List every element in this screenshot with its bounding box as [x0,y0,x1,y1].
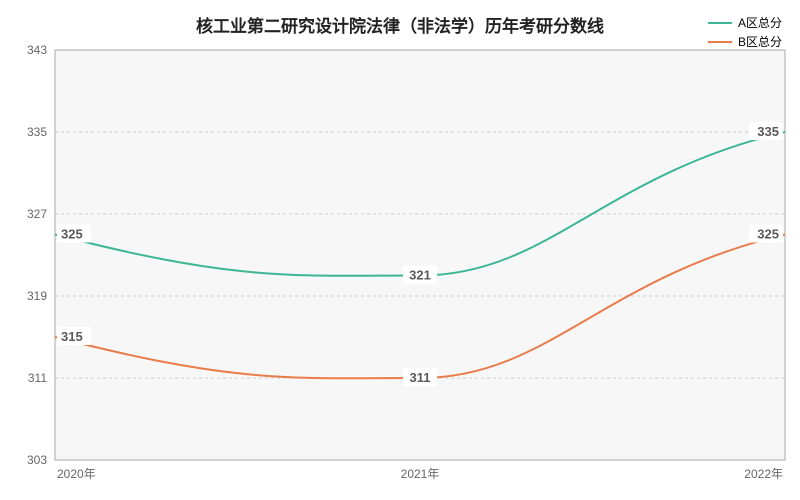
svg-text:311: 311 [28,371,47,385]
svg-text:311: 311 [410,370,431,385]
svg-text:2022年: 2022年 [744,467,783,481]
svg-text:325: 325 [757,227,779,242]
svg-text:2021年: 2021年 [401,467,440,481]
svg-text:319: 319 [27,289,47,303]
svg-text:303: 303 [27,453,47,467]
svg-text:315: 315 [61,329,83,344]
svg-text:2020年: 2020年 [57,467,96,481]
svg-text:325: 325 [61,227,83,242]
svg-text:335: 335 [27,125,47,139]
svg-text:343: 343 [27,43,47,57]
svg-text:321: 321 [409,268,431,283]
chart-container: 核工业第二研究设计院法律（非法学）历年考研分数线 A区总分 B区总分 30331… [0,0,800,500]
chart-svg: 303 311 319 327 335 343 2020年 2021年 2022年 325 321 3… [0,0,800,500]
svg-text:327: 327 [27,207,47,221]
svg-text:335: 335 [757,124,779,139]
